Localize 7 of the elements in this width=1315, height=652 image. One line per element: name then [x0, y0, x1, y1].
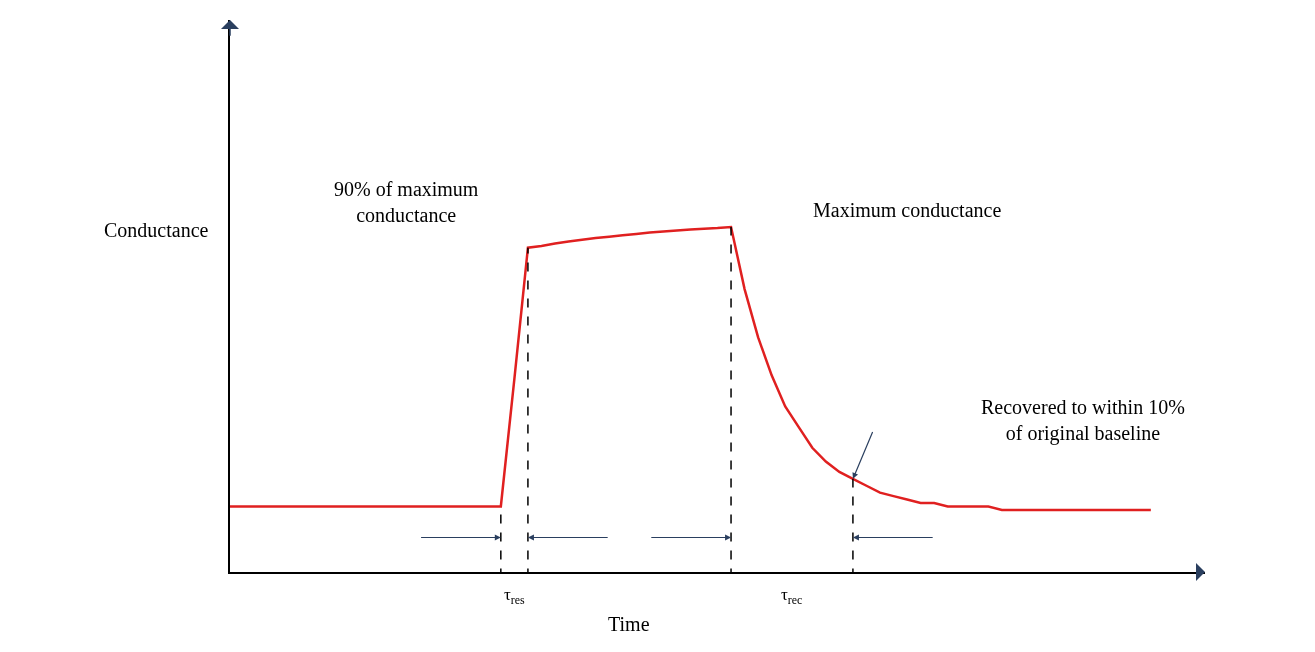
text: Maximum conductance — [813, 199, 1002, 221]
y-axis-title: Conductance — [104, 219, 209, 241]
x-axis-title: Time — [608, 613, 650, 635]
annotation: Recovered to within 10% of original baseline — [981, 396, 1185, 445]
text: τ$_{res}$ — [504, 585, 526, 607]
text: 90% of maximum conductance — [334, 178, 479, 226]
text: τ$_{rec}$ — [781, 585, 803, 607]
